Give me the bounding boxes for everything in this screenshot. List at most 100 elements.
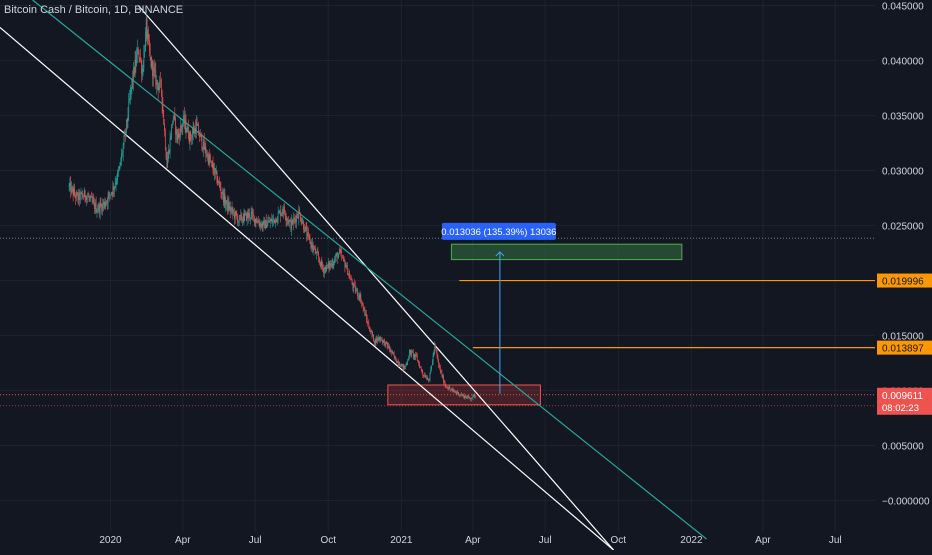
candle-body xyxy=(411,351,413,355)
candle-body xyxy=(322,266,324,269)
candle-body xyxy=(383,340,385,341)
candle-body xyxy=(143,51,145,69)
candle-body xyxy=(436,352,438,357)
candle-body xyxy=(467,396,469,398)
candle-body xyxy=(243,213,245,222)
candle-body xyxy=(397,361,399,365)
candle-body xyxy=(269,220,270,223)
y-tick-label: 0.045000 xyxy=(882,2,924,13)
candle-body xyxy=(139,57,141,59)
candle-body xyxy=(328,262,330,268)
candle-body xyxy=(71,186,72,193)
candle-body xyxy=(71,186,73,189)
candle-body xyxy=(386,342,388,346)
candle-body xyxy=(305,226,307,229)
candle-body xyxy=(345,267,347,268)
candle-body xyxy=(364,308,366,316)
candle-body xyxy=(141,71,143,75)
candle-body xyxy=(358,296,360,300)
candle-body xyxy=(79,192,80,201)
y-tick-label: 0.005000 xyxy=(882,442,924,453)
candle-body xyxy=(70,182,72,193)
candle-body xyxy=(191,133,193,139)
x-tick-label: Apr xyxy=(465,535,481,546)
candle-body xyxy=(238,221,239,224)
candle-body xyxy=(93,200,95,202)
candle-body xyxy=(204,146,206,150)
candle-body xyxy=(250,213,252,218)
candle-body xyxy=(78,192,80,200)
candle-body xyxy=(431,361,433,366)
candle-body xyxy=(201,135,203,148)
candle-body xyxy=(362,304,364,309)
candle-body xyxy=(176,129,177,135)
axes: 0.045000 0.040000 0.035000 0.030000 0.025000… xyxy=(99,2,932,546)
candle-body xyxy=(86,196,87,200)
candle-body xyxy=(259,223,261,226)
candle-body xyxy=(300,213,301,221)
candle-body xyxy=(224,193,226,205)
candle-body xyxy=(222,191,223,195)
candle-body xyxy=(451,389,453,391)
candle-body xyxy=(157,80,158,84)
candle-body xyxy=(163,111,165,125)
candle-body xyxy=(121,153,122,161)
candle-body xyxy=(218,181,219,184)
candle-body xyxy=(270,219,272,221)
channel-upper-line xyxy=(137,5,614,551)
candle-body xyxy=(207,154,209,164)
candle-body xyxy=(419,363,420,368)
candle-body xyxy=(212,163,214,170)
candle-body xyxy=(210,160,211,162)
candle-body xyxy=(205,146,207,155)
candle-body xyxy=(166,158,168,168)
candle-body xyxy=(465,395,467,398)
candle-body xyxy=(379,337,381,340)
candle-body xyxy=(462,395,463,396)
candle-body xyxy=(125,131,126,134)
candle-body xyxy=(194,127,196,133)
candle-body xyxy=(276,218,277,222)
candle-body xyxy=(292,218,294,225)
candle-body xyxy=(292,219,293,225)
candle-body xyxy=(107,195,109,204)
y-tick-label: 0.015000 xyxy=(882,332,924,343)
candle-body xyxy=(423,374,424,377)
candle-body xyxy=(385,341,387,343)
candle-body xyxy=(177,133,179,141)
candle-body xyxy=(179,133,180,138)
candle-body xyxy=(400,364,402,367)
candle-body xyxy=(131,78,133,88)
candle-body xyxy=(155,69,157,86)
candle-body xyxy=(197,125,199,126)
candle-body xyxy=(371,330,373,335)
candle-body xyxy=(329,263,331,268)
candle-body xyxy=(157,83,159,90)
candle-body xyxy=(169,137,171,153)
candle-body xyxy=(132,78,134,82)
candle-body xyxy=(189,132,191,142)
candle-body xyxy=(257,220,259,223)
candle-body xyxy=(466,397,467,399)
candle-body xyxy=(439,365,440,368)
candle-body xyxy=(393,354,395,357)
candle-body xyxy=(119,162,121,169)
candle-body xyxy=(420,367,421,368)
candle-body xyxy=(77,194,79,200)
candle-body xyxy=(265,220,266,229)
candle-body xyxy=(238,215,240,222)
candle-body xyxy=(87,196,89,198)
candle-body xyxy=(199,133,201,137)
candle-body xyxy=(171,124,173,138)
candle-body xyxy=(427,377,428,381)
candle-body xyxy=(102,203,103,211)
candle-body xyxy=(452,389,454,391)
x-tick-label: Jul xyxy=(539,535,552,546)
candle-body xyxy=(75,192,77,199)
candle-body xyxy=(188,137,190,142)
candle-body xyxy=(282,212,284,213)
candle-body xyxy=(274,219,276,223)
